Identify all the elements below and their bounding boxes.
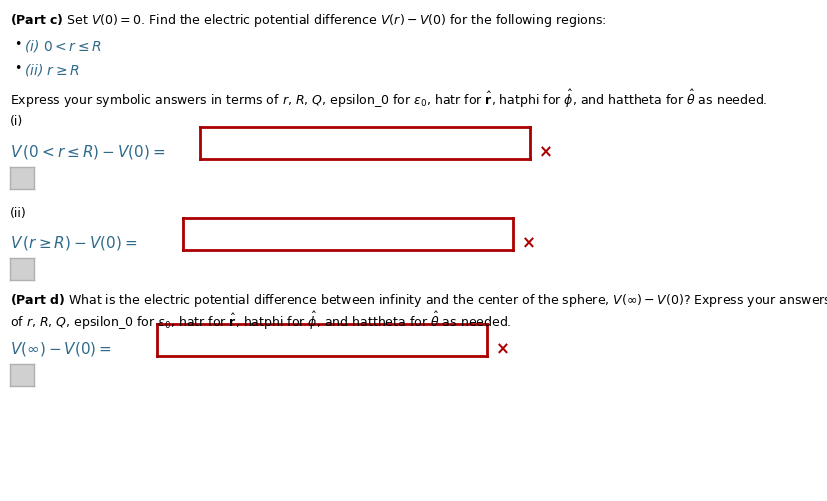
Text: of $r$, $R$, $Q$, epsilon_0 for $\varepsilon_0$, hatr for $\hat{\mathbf{r}}$, ha: of $r$, $R$, $Q$, epsilon_0 for $\vareps…: [10, 310, 512, 331]
Text: $\mathbf{\times}$: $\mathbf{\times}$: [495, 339, 509, 357]
Text: (ii) $r \geq R$: (ii) $r \geq R$: [24, 62, 80, 78]
Text: $\mathbf{(Part\ d)}$ What is the electric potential difference between infinity : $\mathbf{(Part\ d)}$ What is the electri…: [10, 292, 827, 309]
Text: •: •: [14, 38, 22, 51]
Text: (ii): (ii): [10, 206, 26, 219]
Text: $\mathbf{\times}$: $\mathbf{\times}$: [521, 233, 535, 252]
Text: $V\,(0 < r \leq R) - V(0) =$: $V\,(0 < r \leq R) - V(0) =$: [10, 143, 165, 161]
Text: Express your symbolic answers in terms of $r$, $R$, $Q$, epsilon_0 for $\varepsi: Express your symbolic answers in terms o…: [10, 88, 767, 110]
Text: •: •: [14, 62, 22, 75]
Text: $\mathbf{\times}$: $\mathbf{\times}$: [538, 143, 552, 161]
Text: (i): (i): [10, 115, 23, 128]
Text: (i) $0 < r \leq R$: (i) $0 < r \leq R$: [24, 38, 102, 54]
Text: $\mathbf{(Part\ c)}$ Set $V(0) = 0$. Find the electric potential difference $V(r: $\mathbf{(Part\ c)}$ Set $V(0) = 0$. Fin…: [10, 12, 606, 29]
Text: $V\,(r \geq R) - V(0) =$: $V\,(r \geq R) - V(0) =$: [10, 233, 137, 252]
Text: $V(\infty) - V(0) =$: $V(\infty) - V(0) =$: [10, 339, 112, 357]
